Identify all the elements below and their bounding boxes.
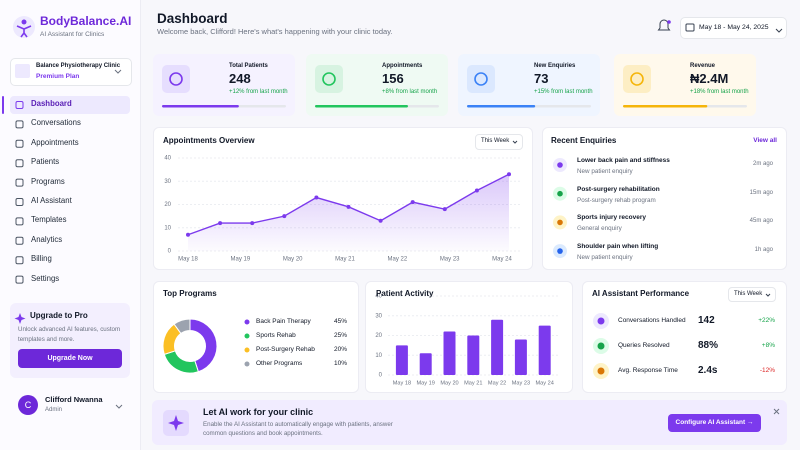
stat-value: 73 xyxy=(534,71,549,86)
upgrade-button[interactable]: Upgrade Now xyxy=(18,349,122,368)
legend-value: 25% xyxy=(333,332,347,339)
page-title: Dashboard xyxy=(157,11,228,26)
legend-value: 45% xyxy=(333,318,347,325)
enquiry-title: Post-surgery rehabilitation xyxy=(577,185,660,193)
period-label: This Week xyxy=(734,291,763,297)
metric-label: Conversations Handled xyxy=(618,317,686,324)
legend-label: Other Programs xyxy=(256,360,303,367)
upgrade-text: Unlock advanced AI features, custom temp… xyxy=(18,326,121,343)
stat-card xyxy=(614,54,756,116)
chart-title: Patient Activity xyxy=(376,289,434,298)
stat-value: ₦2.4M xyxy=(690,71,729,86)
stat-change: +8% from last month xyxy=(382,89,438,95)
clinic-name: Balance Physiotherapy Clinic xyxy=(36,63,121,69)
enquiry-subtitle: Post-surgery rehab program xyxy=(577,196,656,204)
nav-active-bar xyxy=(2,96,4,114)
metric-change: -12% xyxy=(759,367,775,374)
metric-value: 142 xyxy=(698,315,715,326)
stat-card xyxy=(458,54,600,116)
bell-badge xyxy=(667,20,671,24)
enquiry-subtitle: New patient enquiry xyxy=(577,254,633,262)
nav-item[interactable]: Appointments xyxy=(31,137,79,147)
date-picker[interactable] xyxy=(680,17,787,39)
date-range: May 18 - May 24, 2025 xyxy=(699,24,769,31)
stat-change: +18% from last month xyxy=(690,89,749,95)
upgrade-title: Upgrade to Pro xyxy=(30,311,88,320)
chart-title: Top Programs xyxy=(163,289,217,298)
stat-value: 248 xyxy=(229,71,251,86)
nav-item[interactable]: Settings xyxy=(31,273,60,283)
bell-icon xyxy=(657,19,671,31)
period-dropdown[interactable] xyxy=(475,134,523,150)
nav-item[interactable]: Billing xyxy=(31,254,52,264)
metric-change: +22% xyxy=(758,317,775,324)
configure-button[interactable]: Configure AI Assistant → xyxy=(668,414,761,432)
metric-label: Avg. Response Time xyxy=(618,367,678,374)
chart-title: Appointments Overview xyxy=(163,136,255,145)
stat-value: 156 xyxy=(382,71,404,86)
user-name: Clifford Nwanna xyxy=(45,395,103,404)
stat-change: +12% from last month xyxy=(229,89,288,95)
enquiry-subtitle: New patient enquiry xyxy=(577,168,633,175)
clinic-plan: Premium Plan xyxy=(36,73,80,80)
user-role: Admin xyxy=(45,407,63,413)
stat-label: Revenue xyxy=(690,63,716,69)
enquiries-card xyxy=(542,127,787,270)
enquiry-subtitle: General enquiry xyxy=(577,225,622,233)
legend-value: 20% xyxy=(333,346,347,353)
card-title: Recent Enquiries xyxy=(551,136,617,145)
page-subtitle: Welcome back, Clifford! Here's what's ha… xyxy=(157,27,393,36)
stat-card xyxy=(153,54,295,116)
metric-change: +8% xyxy=(761,342,775,349)
nav-item[interactable]: Programs xyxy=(31,176,65,186)
legend-label: Post-Surgery Rehab xyxy=(256,346,315,353)
nav-active-bg xyxy=(10,96,130,114)
stat-change: +15% from last month xyxy=(534,89,593,95)
enquiry-time: 1h ago xyxy=(754,247,773,254)
enquiry-time: 15m ago xyxy=(749,189,773,196)
avatar: C xyxy=(18,395,38,415)
brand: BodyBalance.AI xyxy=(40,14,132,28)
enquiry-time: 45m ago xyxy=(749,218,773,225)
nav-item[interactable]: Analytics xyxy=(31,234,63,244)
view-all-link[interactable]: View all xyxy=(753,137,777,144)
nav-item[interactable]: Templates xyxy=(31,215,67,225)
metric-value: 88% xyxy=(698,340,719,351)
nav-item[interactable]: Dashboard xyxy=(31,99,72,108)
tagline: AI Assistant for Clinics xyxy=(40,31,105,38)
enquiry-title: Sports injury recovery xyxy=(577,214,646,222)
metric-value: 2.4s xyxy=(698,365,718,376)
performance-card xyxy=(582,281,787,393)
enquiry-title: Lower back pain and stiffness xyxy=(577,157,670,164)
enquiry-time: 2m ago xyxy=(752,161,773,167)
stat-label: New Enquiries xyxy=(534,63,576,69)
nav-item[interactable]: Patients xyxy=(31,157,60,167)
nav-item[interactable]: Conversations xyxy=(31,118,81,128)
banner-text: Enable the AI Assistant to automatically… xyxy=(203,421,393,438)
period-dropdown[interactable] xyxy=(728,287,776,302)
legend-value: 10% xyxy=(333,360,347,367)
metric-label: Queries Resolved xyxy=(618,342,670,349)
banner-title: Let AI work for your clinic xyxy=(203,407,314,417)
stat-label: Total Patients xyxy=(229,63,268,69)
clinic-selector[interactable] xyxy=(10,58,132,86)
legend-label: Back Pain Therapy xyxy=(256,318,311,325)
nav-item[interactable]: AI Assistant xyxy=(31,196,72,205)
enquiry-title: Shoulder pain when lifting xyxy=(577,243,659,251)
legend-label: Sports Rehab xyxy=(256,332,296,339)
card-title: AI Assistant Performance xyxy=(592,289,690,298)
stat-label: Appointments xyxy=(382,63,423,69)
stat-card xyxy=(306,54,448,116)
programs-card xyxy=(153,281,359,393)
period-label: This Week xyxy=(481,138,510,144)
